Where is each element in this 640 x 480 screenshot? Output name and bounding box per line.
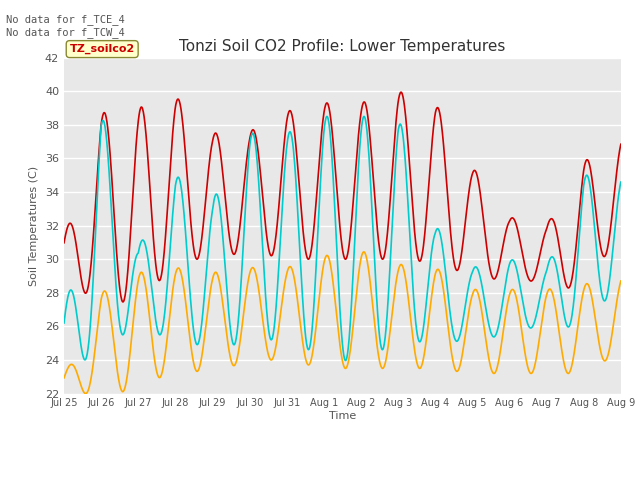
Legend: Open -8cm, Tree -8cm, Tree2 -8cm: Open -8cm, Tree -8cm, Tree2 -8cm — [156, 474, 529, 480]
Text: No data for f_TCE_4
No data for f_TCW_4: No data for f_TCE_4 No data for f_TCW_4 — [6, 14, 125, 38]
Text: TZ_soilco2: TZ_soilco2 — [70, 44, 135, 54]
Title: Tonzi Soil CO2 Profile: Lower Temperatures: Tonzi Soil CO2 Profile: Lower Temperatur… — [179, 39, 506, 54]
X-axis label: Time: Time — [329, 411, 356, 421]
Y-axis label: Soil Temperatures (C): Soil Temperatures (C) — [29, 166, 39, 286]
